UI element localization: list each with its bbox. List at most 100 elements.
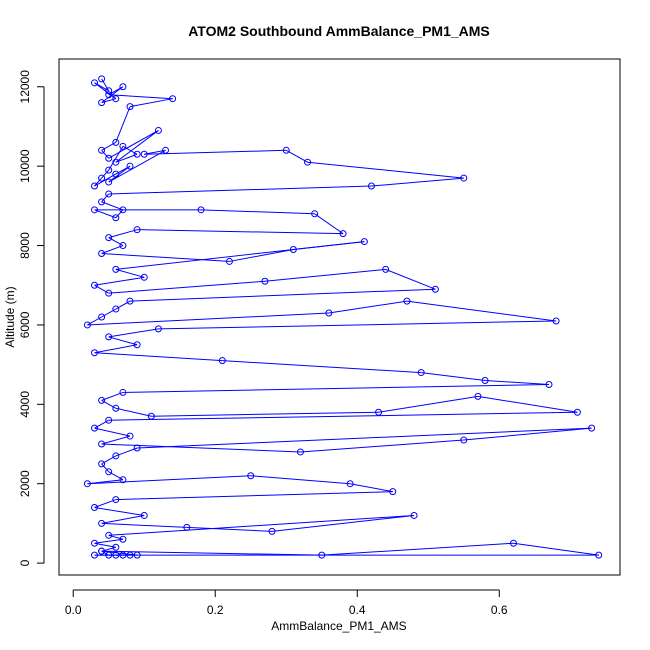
series-line-segment [108,165,131,183]
series-line-segment [101,435,131,445]
data-point [112,452,120,460]
series-line-segment [87,312,329,326]
series-line-segment [307,161,464,179]
data-point [460,436,468,444]
data-point [282,146,290,154]
series-line-segment [87,475,251,485]
data-point [119,388,127,396]
data-point [83,480,91,488]
series-line-segment [129,288,436,302]
series-line-segment [101,514,145,524]
series-line-segment [101,252,230,262]
data-point [98,198,106,206]
series-line-segment [371,177,464,187]
data-point [119,476,127,484]
series-line-segment [108,328,159,338]
series-line-segment [321,542,514,556]
data-point [98,519,106,527]
series-line-segment [94,173,117,187]
series-line-segment [144,149,287,155]
data-point [133,551,141,559]
series-line-segment [101,149,110,159]
data-point [105,531,113,539]
series-line-segment [108,94,173,100]
data-point [112,305,120,313]
data-point [431,285,439,293]
data-point [410,511,418,519]
series-line-segment [421,372,486,382]
data-point [105,154,113,162]
data-point [403,297,411,305]
data-point [105,91,113,99]
x-tick-label: 0.6 [491,603,508,617]
series-line-segment [108,229,138,239]
series-line-segment [328,300,408,314]
data-point [140,273,148,281]
data-point [417,369,425,377]
series-line-segment [101,391,124,401]
data-point [481,377,489,385]
data-point [289,246,297,254]
series-line-segment [264,268,386,282]
data-point [509,539,517,547]
series-line-segment [108,185,372,195]
data-point [183,523,191,531]
data-point [105,333,113,341]
data-point [91,349,99,357]
series-line-segment [115,268,145,278]
series-line-segment [101,522,187,528]
data-point [112,404,120,412]
series-line-segment [129,98,173,108]
data-point [318,551,326,559]
series-line-segment [101,546,116,552]
data-point [169,95,177,103]
data-point [375,408,383,416]
x-axis: 0.0 0.2 0.4 0.6 [65,589,508,617]
data-point [91,206,99,214]
series-line-segment [101,443,301,453]
series-line-segment [101,169,110,179]
series-line-segment [108,336,138,346]
series-line-segment [477,395,578,413]
series-line-segment [108,534,124,540]
data-point [98,75,106,83]
data-point [112,265,120,273]
data-point [360,238,368,246]
data-point [119,142,127,150]
series-line-segment [108,514,415,536]
series-line-segment [350,483,393,493]
series-line-segment [101,78,110,92]
data-point [154,126,162,134]
y-tick-label: 0 [18,559,32,566]
data-point [91,182,99,190]
data-point [105,289,113,297]
series-line-segment [485,380,550,385]
data-point [304,158,312,166]
series-line-segment [101,193,110,203]
series-line-segment [101,550,109,556]
series-line-segment [101,245,124,254]
data-point [91,424,99,432]
data-point [112,138,120,146]
series-line-segment [94,427,131,437]
data-point [98,174,106,182]
data-point [311,210,319,218]
data-point [573,408,581,416]
series-line-segment [101,550,322,556]
data-point [389,488,397,496]
series-line-segment [222,360,422,374]
data-point [126,297,134,305]
data-point [552,317,560,325]
series-line-segment [385,268,436,290]
x-tick-label: 0.4 [349,603,366,617]
series-line-segment [94,507,145,516]
data-point [112,158,120,166]
data-point [133,226,141,234]
series-line-segment [285,149,308,163]
series-line-segment [115,209,124,219]
data-point [98,313,106,321]
series-line-segment [108,411,578,421]
data-point [133,444,141,452]
